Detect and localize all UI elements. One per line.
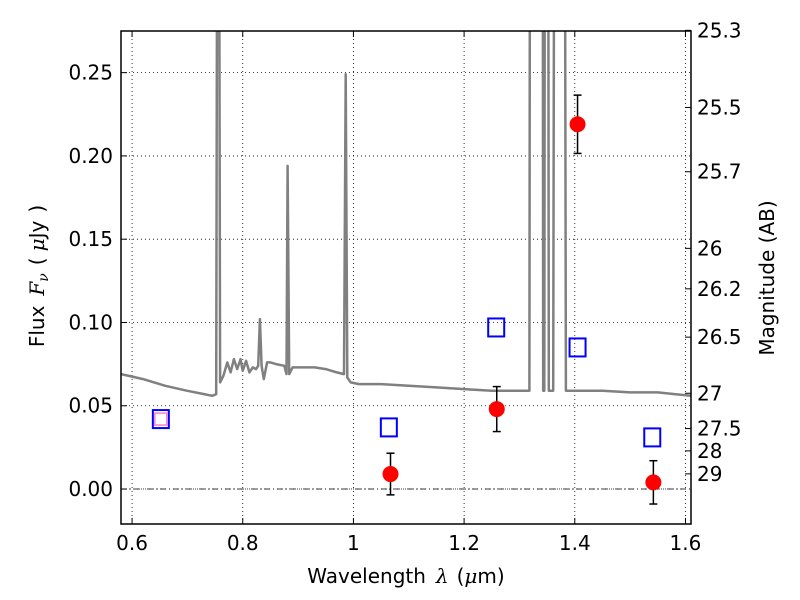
y2-tick-label: 25.3 [697, 18, 742, 42]
observed-point [488, 401, 505, 418]
plot-background [121, 31, 691, 524]
model-photometry-square [151, 409, 170, 430]
x-tick-label: 0.6 [116, 531, 148, 555]
x-tick-label: 1.4 [559, 531, 591, 555]
y2-tick-label: 27.5 [697, 417, 742, 441]
observed-point [382, 466, 399, 483]
y-axis-title-unit-rest: Jy [25, 220, 49, 240]
grid [121, 31, 691, 524]
y-axis-title-unit-open: ( [25, 257, 49, 265]
y-tick-label: 0.05 [68, 394, 113, 418]
x-tick-label: 0.8 [227, 531, 259, 555]
y-axis-title-subscript: ν [36, 273, 52, 282]
marker-layer [151, 94, 662, 505]
tick-marks [121, 29, 691, 524]
y2-tick-label: 26 [697, 236, 722, 260]
x-axis-title-unit-rest: m) [477, 564, 504, 588]
model-spectrum-layer [121, 31, 691, 398]
model-photometry-square [379, 417, 398, 438]
y-tick-label: 0.25 [68, 61, 113, 85]
y2-tick-label: 28 [697, 439, 722, 463]
observed-point [645, 474, 662, 491]
y2-tick-label: 29 [697, 462, 722, 486]
model-photometry-square [568, 337, 587, 358]
y-axis-title-unit-close: ) [25, 205, 49, 213]
x-axis-title-symbol: λ [435, 564, 449, 588]
model-spectrum-line [121, 31, 691, 398]
y-tick-label: 0.20 [68, 144, 113, 168]
y-tick-label: 0.10 [68, 310, 113, 334]
x-axis-title-unit-mu: μ [464, 564, 477, 588]
y-axis-title-prefix: Flux [25, 305, 49, 347]
y-axis-title: Flux Fν ( μJy) [25, 205, 52, 347]
y2-tick-label: 26.2 [697, 277, 742, 301]
tick-labels: 0.6 0.8 1 1.2 1.4 1.6 0.00 0.05 0.10 0.15 0.20 0.25… [68, 18, 741, 555]
y2-tick-label: 26.5 [697, 325, 742, 349]
x-axis-title-prefix: Wavelength [307, 564, 426, 588]
y-axis-title-unit-mu: μ [25, 238, 49, 251]
model-photometry-square [643, 427, 662, 448]
x-tick-label: 1.6 [670, 531, 702, 555]
y2-tick-label: 25.7 [697, 160, 742, 184]
x-tick-label: 1.2 [448, 531, 480, 555]
pink-square-marker [154, 412, 168, 426]
observed-point [569, 116, 586, 133]
plot-frame [120, 30, 692, 525]
model-photometry-square [487, 317, 506, 338]
x-axis-title: Wavelength λ (μm) [307, 564, 504, 588]
y2-tick-label: 25.5 [697, 95, 742, 119]
y-axis-title-symbol: F [25, 281, 49, 297]
x-axis-title-unit-open: ( [457, 564, 465, 588]
y2-axis-title: Magnitude (AB) [755, 200, 779, 355]
y-tick-label: 0.15 [68, 227, 113, 251]
y2-tick-label: 27 [697, 381, 722, 405]
x-tick-label: 1 [347, 531, 360, 555]
y-tick-label: 0.00 [68, 477, 113, 501]
